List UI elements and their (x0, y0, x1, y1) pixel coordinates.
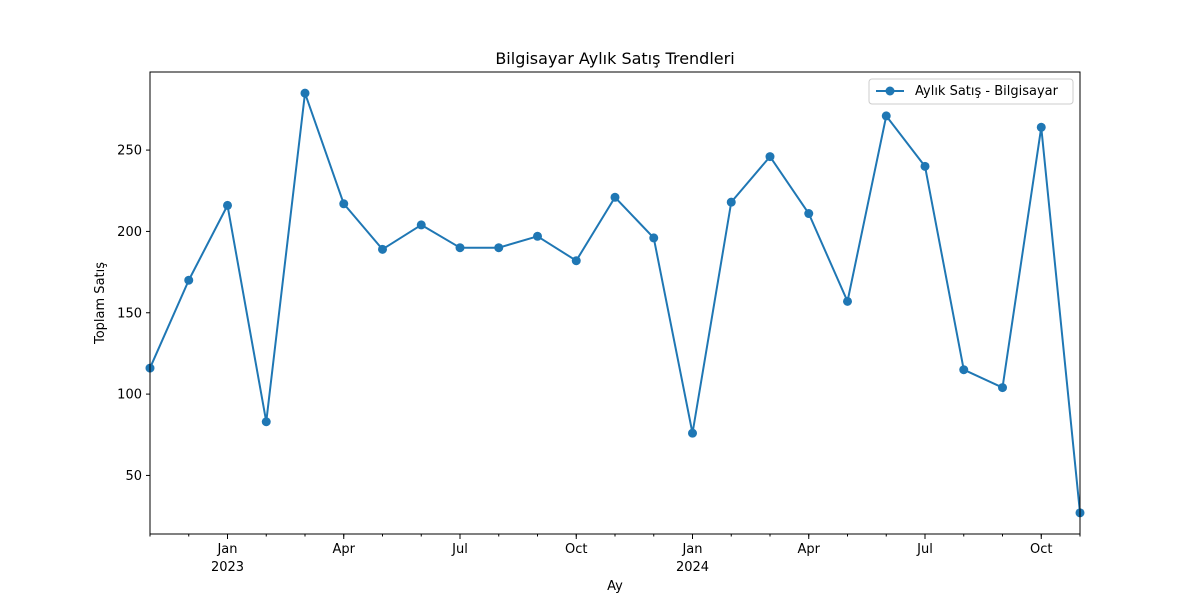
data-point (378, 244, 387, 254)
series-layer (145, 88, 1085, 518)
data-point (223, 200, 232, 210)
data-point (688, 428, 697, 438)
data-point (881, 111, 891, 121)
x-tick-label: Jul (451, 542, 468, 557)
data-point (959, 365, 969, 375)
data-point (455, 243, 465, 253)
data-point (843, 296, 852, 306)
x-axis-title: Ay (607, 579, 623, 594)
legend: Aylık Satış - Bilgisayar (868, 78, 1074, 105)
x-tick-label: Oct (565, 542, 587, 557)
x-tick-year-label: 2023 (211, 560, 244, 575)
data-point (804, 209, 814, 219)
plot-frame (149, 71, 1081, 535)
data-point (416, 220, 426, 230)
data-point (300, 88, 310, 98)
x-tick-label: Apr (798, 542, 821, 557)
data-point (998, 383, 1007, 393)
x-tick-label: Jan (681, 542, 702, 557)
data-point (571, 256, 581, 266)
x-tick-label: Apr (333, 542, 356, 557)
data-point (765, 152, 775, 162)
data-point (1036, 122, 1046, 132)
x-tick-label: Jul (916, 542, 933, 557)
y-tick-label: 150 (117, 306, 142, 321)
legend-label: Aylık Satış - Bilgisayar (915, 84, 1059, 99)
plot-area (150, 72, 1080, 534)
y-tick-label: 100 (117, 388, 142, 403)
chart-title: Bilgisayar Aylık Satış Trendleri (495, 49, 734, 68)
data-point (261, 417, 271, 427)
y-tick-label: 50 (125, 469, 142, 484)
data-point (726, 197, 736, 207)
y-tick-label: 250 (117, 144, 142, 159)
y-axis-title: Toplam Satış (93, 262, 108, 345)
data-point (184, 275, 194, 285)
data-point (920, 161, 930, 171)
x-tick-label: Jan (216, 542, 237, 557)
legend-box (868, 78, 1074, 105)
x-axis: Jan 2023 Apr Jul Oct Jan 2024 Apr Jul Oct (149, 534, 1081, 575)
x-tick-year-label: 2024 (676, 560, 709, 575)
y-tick-label: 200 (117, 225, 142, 240)
data-point (610, 192, 620, 202)
y-axis: 50 100 150 200 250 (117, 144, 150, 484)
data-point (533, 231, 542, 241)
data-point (494, 243, 504, 253)
x-tick-label: Oct (1030, 542, 1052, 557)
data-point (649, 233, 659, 243)
data-point (339, 199, 349, 209)
legend-marker (885, 86, 895, 96)
